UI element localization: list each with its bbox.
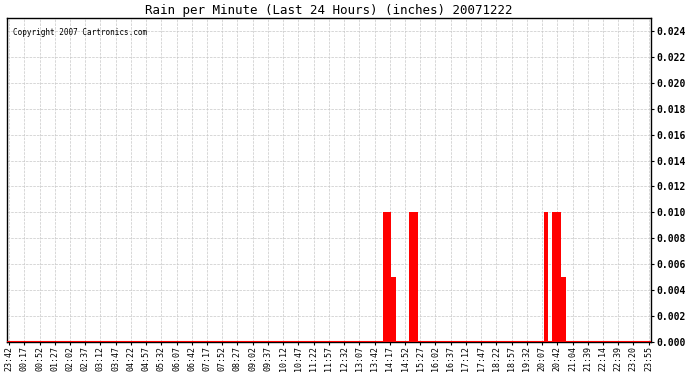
- Bar: [387, 212, 391, 342]
- Title: Rain per Minute (Last 24 Hours) (inches) 20071222: Rain per Minute (Last 24 Hours) (inches)…: [145, 4, 513, 17]
- Bar: [382, 212, 387, 342]
- Bar: [557, 212, 562, 342]
- Bar: [544, 212, 548, 342]
- Bar: [409, 212, 414, 342]
- Text: Copyright 2007 Cartronics.com: Copyright 2007 Cartronics.com: [13, 28, 148, 37]
- Bar: [414, 212, 418, 342]
- Bar: [391, 277, 396, 342]
- Bar: [562, 277, 566, 342]
- Bar: [553, 212, 557, 342]
